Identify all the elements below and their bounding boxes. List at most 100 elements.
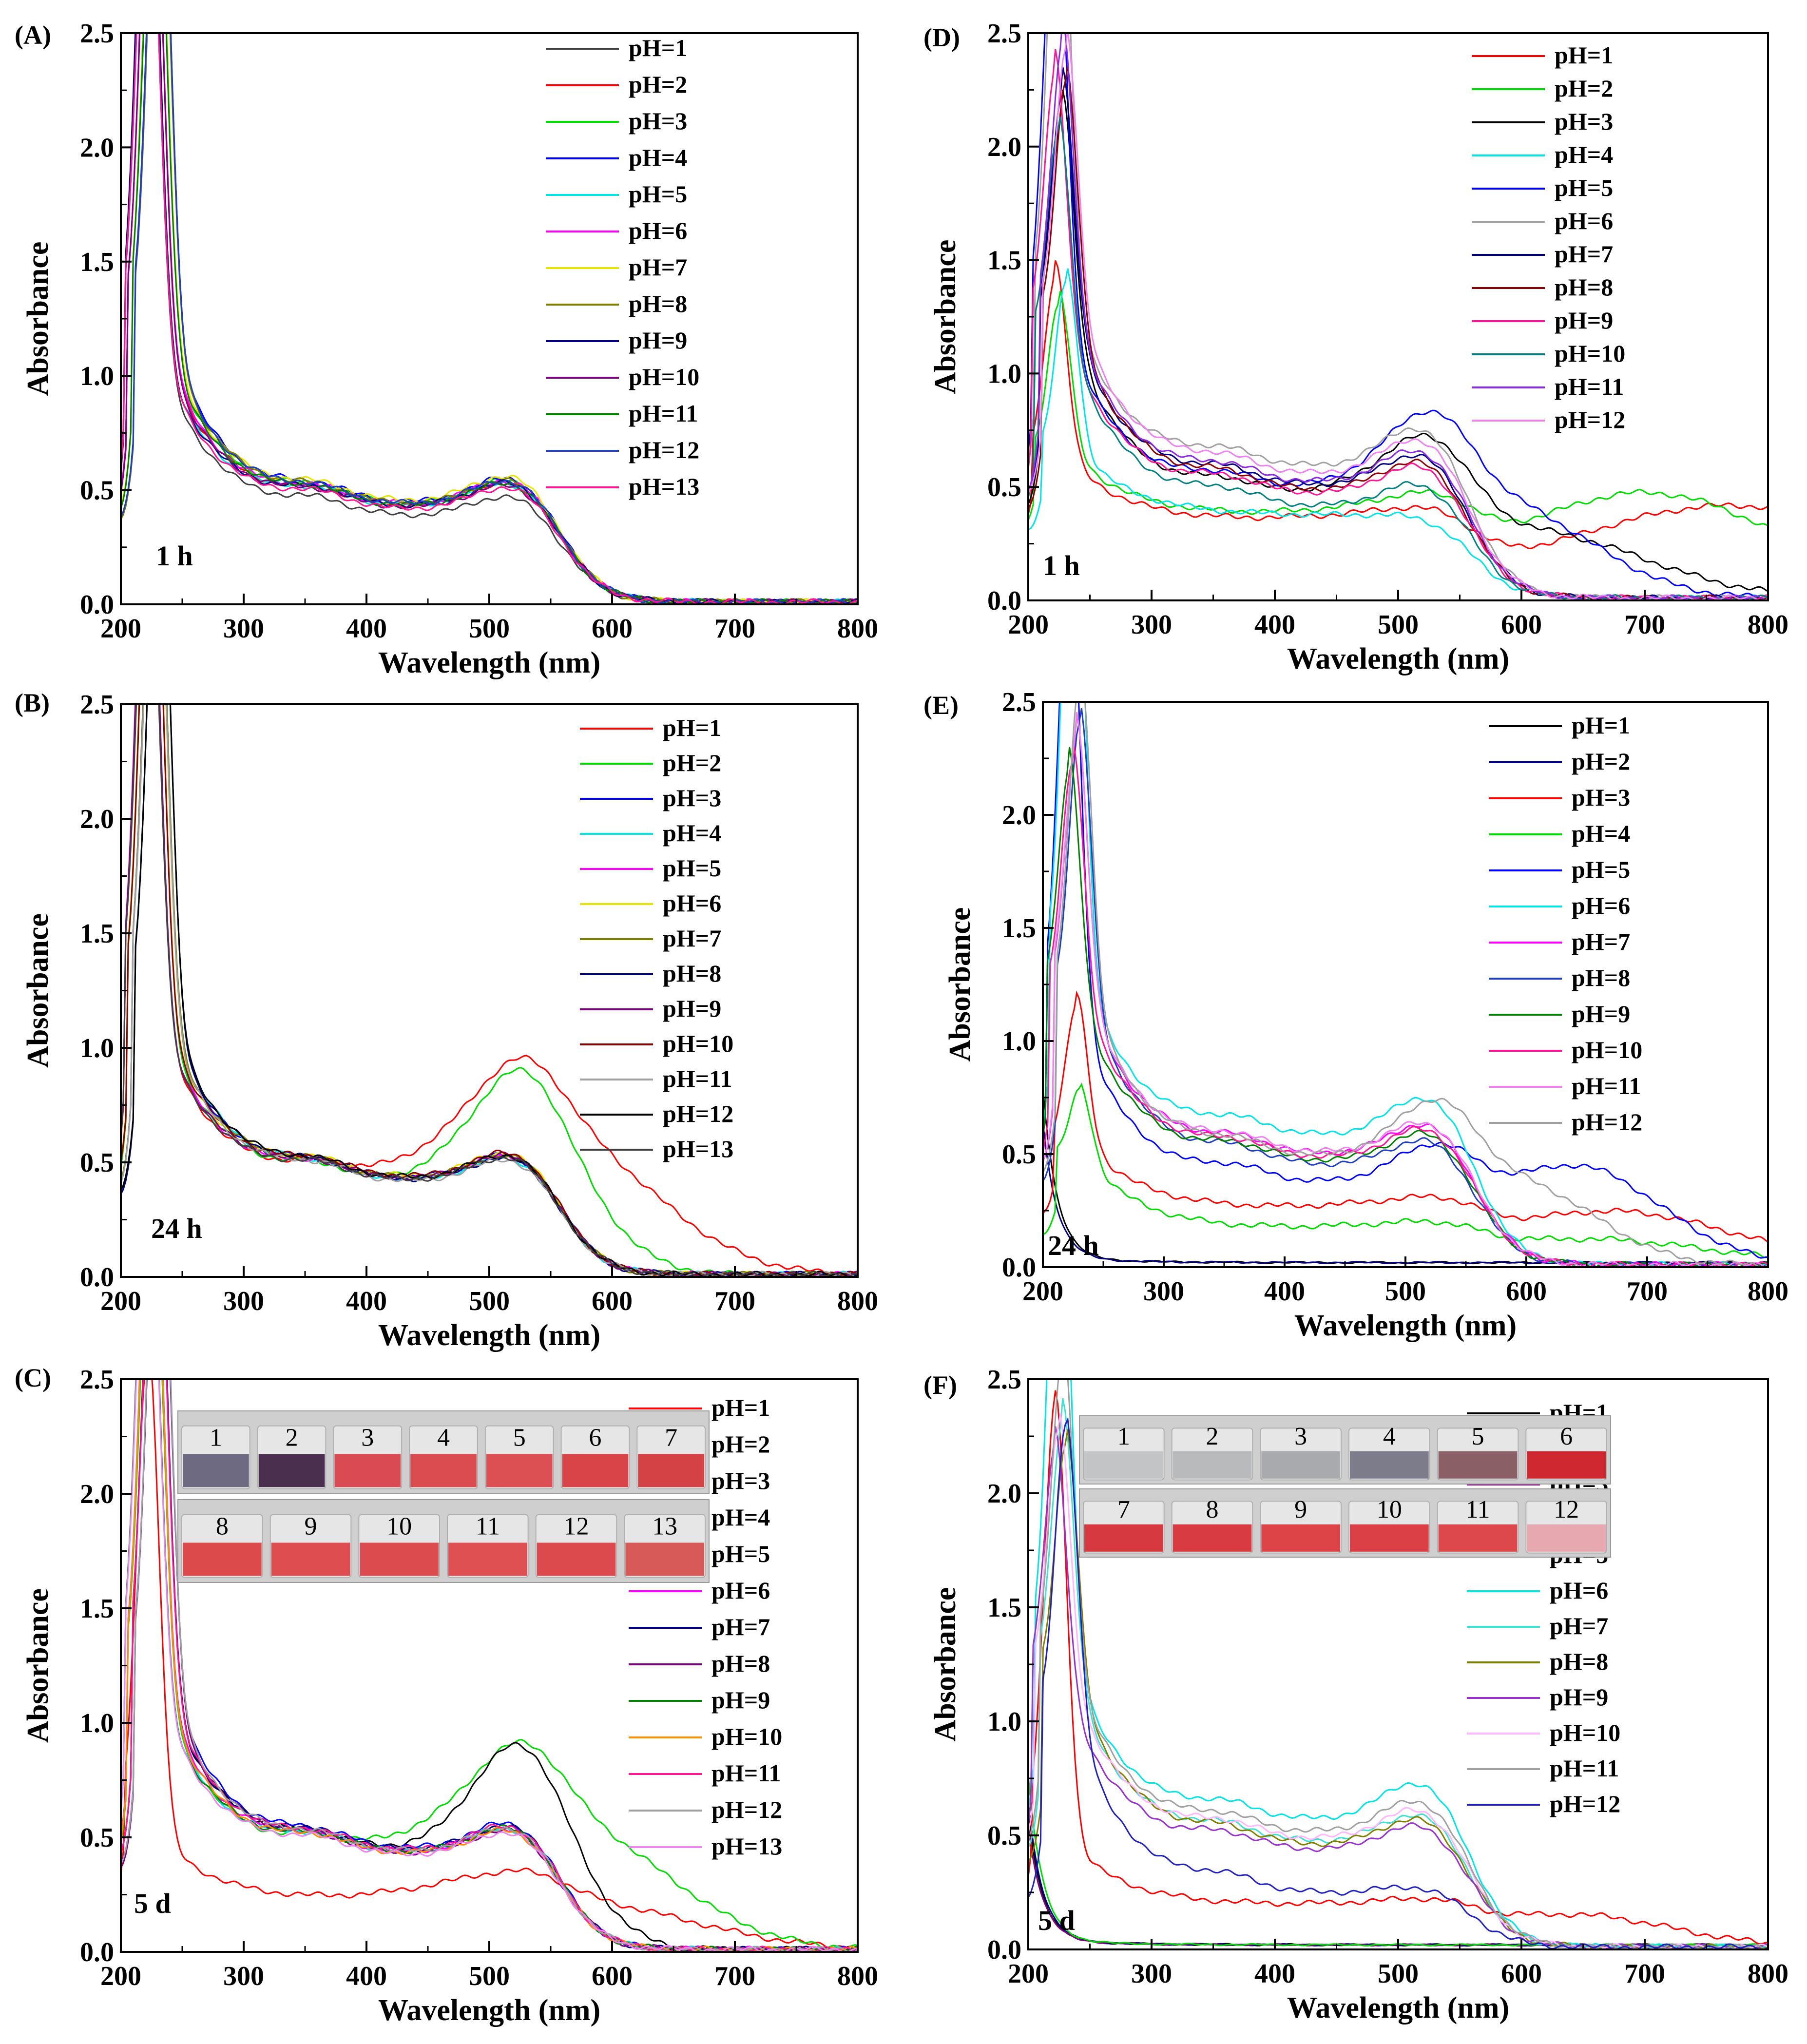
series-line-ph-5 [121, 704, 858, 1277]
legend-label: pH=7 [629, 253, 687, 281]
legend-label: pH=6 [1572, 892, 1630, 919]
vial-number: 8 [1206, 1496, 1219, 1523]
series-line-ph-2 [1028, 1803, 1768, 1947]
vial-number: 3 [361, 1424, 374, 1451]
legend-label: pH=11 [1555, 373, 1624, 400]
vial-liquid [1527, 1524, 1606, 1552]
x-tick-label: 600 [592, 614, 633, 644]
y-tick-label: 2.0 [987, 132, 1021, 162]
vial-liquid [1084, 1524, 1163, 1552]
y-tick-label: 2.5 [80, 690, 114, 720]
vial-liquid [258, 1454, 325, 1487]
x-axis-title: Wavelength (nm) [1294, 1309, 1517, 1342]
panel-letter: (A) [15, 20, 51, 50]
x-tick-label: 800 [1748, 610, 1788, 640]
x-tick-label: 600 [1506, 1276, 1547, 1307]
panel-letter: (D) [923, 23, 960, 52]
legend-label: pH=13 [629, 473, 699, 500]
series-line-ph-4 [121, 704, 858, 1277]
series-line-ph-13 [121, 33, 858, 604]
vial-liquid [271, 1543, 350, 1576]
y-tick-label: 2.5 [80, 1365, 114, 1395]
series-line-ph-10 [1043, 747, 1768, 1267]
legend-label: pH=12 [711, 1796, 782, 1823]
legend-label: pH=8 [663, 960, 721, 987]
series-line-ph-3 [121, 33, 858, 604]
x-tick-label: 500 [469, 614, 510, 644]
legend-label: pH=7 [1572, 928, 1630, 955]
inset-row-background [1079, 1488, 1611, 1558]
legend-label: pH=8 [711, 1650, 770, 1677]
y-tick-label: 1.5 [1002, 913, 1036, 944]
x-tick-label: 200 [100, 1961, 141, 1991]
y-tick-label: 0.5 [80, 1148, 114, 1178]
series-line-ph-11 [121, 33, 858, 604]
x-tick-label: 700 [1624, 1959, 1665, 1989]
x-tick-label: 800 [837, 1961, 878, 1991]
vial-liquid [537, 1543, 616, 1576]
vial-liquid [1261, 1451, 1340, 1479]
legend-label: pH=10 [711, 1723, 782, 1750]
legend-label: pH=1 [1555, 41, 1613, 69]
x-tick-label: 400 [1254, 1959, 1295, 1989]
series-line-ph-12 [121, 33, 858, 604]
y-axis-title: Absorbance [929, 1587, 962, 1742]
vial-number: 12 [564, 1512, 589, 1540]
x-tick-label: 300 [223, 1961, 264, 1991]
x-tick-label: 400 [346, 614, 387, 644]
legend-label: pH=1 [711, 1394, 770, 1421]
x-tick-label: 600 [1501, 1959, 1542, 1989]
series-line-ph-5 [1043, 702, 1768, 1259]
y-axis-title: Absorbance [21, 913, 55, 1068]
legend-label: pH=2 [711, 1430, 770, 1458]
y-tick-label: 1.0 [987, 359, 1021, 389]
x-tick-label: 200 [1008, 1959, 1049, 1989]
x-tick-label: 300 [223, 1286, 264, 1316]
y-tick-label: 0.5 [80, 476, 114, 506]
legend-label: pH=3 [711, 1467, 770, 1494]
x-tick-label: 200 [1022, 1276, 1063, 1307]
series-group [1043, 702, 1768, 1267]
panel-letter: (F) [923, 1370, 957, 1400]
y-tick-label: 2.0 [80, 1479, 114, 1509]
legend: pH=1 pH=2 pH=3 pH=4 pH=5 pH=6 pH=7 pH=8 pH=9 pH=1… [580, 714, 733, 1162]
chart-panel-f: 200 300 400 500 600 700 800 0.0 0.5 1.0 1.5 2.0 2.5 W… [923, 1365, 1788, 2025]
series-line-ph-8 [1028, 65, 1768, 600]
series-line-ph-8 [121, 33, 858, 604]
x-tick-label: 800 [837, 614, 878, 644]
series-line-ph-9 [121, 33, 858, 604]
x-tick-label: 700 [714, 1286, 755, 1316]
y-tick-label: 1.0 [80, 361, 114, 391]
series-line-ph-10 [121, 1379, 858, 1952]
vial-number: 2 [1206, 1423, 1219, 1450]
legend-label: pH=12 [663, 1100, 733, 1127]
vial-number: 7 [1117, 1496, 1130, 1523]
vial-number: 9 [305, 1512, 317, 1540]
series-line-ph-8 [121, 704, 858, 1277]
legend-label: pH=10 [663, 1030, 733, 1057]
x-tick-label: 700 [1627, 1276, 1668, 1307]
y-tick-label: 0.5 [987, 1821, 1021, 1851]
series-line-ph-7 [121, 33, 858, 604]
legend-label: pH=13 [663, 1135, 733, 1162]
vial-number: 4 [437, 1424, 450, 1451]
y-tick-label: 0.5 [80, 1823, 114, 1853]
vial-number: 6 [1560, 1423, 1573, 1450]
y-tick-label: 2.0 [80, 804, 114, 834]
series-line-ph-12 [121, 704, 858, 1277]
y-tick-label: 2.0 [1002, 800, 1036, 830]
vial-number: 4 [1383, 1423, 1396, 1450]
legend-label: pH=3 [663, 784, 721, 811]
legend-label: pH=9 [711, 1686, 770, 1714]
vial-number: 12 [1554, 1496, 1579, 1523]
legend-label: pH=9 [629, 327, 687, 354]
series-line-ph-3 [121, 1379, 858, 1952]
vial-number: 8 [216, 1512, 229, 1540]
series-line-ph-2 [1043, 1122, 1768, 1265]
x-tick-label: 500 [1378, 1959, 1419, 1989]
series-group [121, 33, 858, 604]
legend-label: pH=3 [1572, 784, 1630, 811]
y-tick-label: 2.0 [80, 133, 114, 163]
y-tick-label: 2.0 [987, 1479, 1021, 1509]
